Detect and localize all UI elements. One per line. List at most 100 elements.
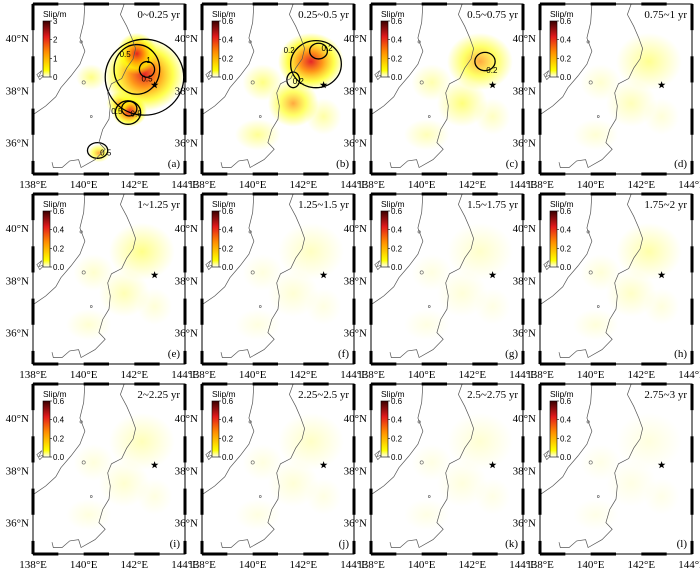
- frame-segment: [690, 488, 694, 515]
- epicenter-star-icon: [488, 461, 497, 469]
- slip-patch: [643, 288, 680, 325]
- frame-segment: [369, 540, 373, 554]
- frame-segment: [200, 298, 204, 325]
- frame-segment: [183, 246, 187, 273]
- y-tick-label: 36°N: [6, 138, 29, 150]
- east-coastline: [220, 194, 305, 359]
- x-tick-label: 138°E: [19, 369, 47, 381]
- slip-patch: [267, 79, 319, 127]
- colorbar-bar: [211, 20, 220, 78]
- frame-segment: [252, 362, 278, 366]
- epicenter-star-icon: [488, 271, 497, 279]
- slip-patch: [411, 444, 453, 481]
- slip-patch: [267, 269, 319, 317]
- contour-label: 0.2: [321, 44, 333, 53]
- sado-island-outline: [205, 450, 215, 461]
- colorbar-tick-label: 1: [53, 54, 58, 63]
- slip-patch: [242, 64, 284, 101]
- frame-segment: [369, 384, 373, 411]
- panel-title: 2.25~2.5 yr: [298, 389, 349, 401]
- frame-segment: [421, 552, 447, 556]
- frame-segment: [369, 4, 373, 31]
- colorbar-title: Slip/m: [212, 9, 236, 19]
- frame-segment: [200, 56, 204, 83]
- panel-title: 1.75~2 yr: [644, 199, 687, 211]
- slip-patch: [278, 412, 344, 471]
- colorbar-tick-label: 0.4: [222, 36, 234, 45]
- frame-segment: [690, 56, 694, 83]
- frame-band: [200, 2, 356, 176]
- x-tick-label: 138°E: [188, 179, 216, 191]
- colorbar-bar: [380, 210, 389, 268]
- slip-patch: [136, 478, 173, 515]
- slip-patch: [616, 412, 682, 471]
- lake-outline: [586, 420, 590, 424]
- colorbar-tick-label: 0.0: [53, 453, 65, 462]
- frame-band: [31, 2, 187, 176]
- slip-field: [403, 222, 513, 341]
- frame-segment: [33, 552, 59, 556]
- frame-segment: [371, 192, 397, 196]
- panel-letter: (a): [168, 158, 181, 170]
- frame-segment: [83, 382, 109, 386]
- contour-line: [309, 42, 329, 60]
- y-tick-label: 40°N: [6, 33, 29, 45]
- sado-island-outline: [374, 70, 384, 81]
- frame-segment: [690, 194, 694, 221]
- frame-segment: [352, 108, 356, 135]
- colorbar-tick-label: 2: [53, 36, 58, 45]
- west-coastline: [372, 194, 424, 305]
- frame-segment: [540, 192, 566, 196]
- lake-outline: [250, 80, 255, 85]
- colorbar-tick-label: 0.2: [560, 244, 572, 253]
- sado-island-outline: [205, 260, 215, 271]
- frame-segment: [352, 56, 356, 83]
- frame-segment: [31, 298, 35, 325]
- lake-outline: [586, 40, 590, 44]
- frame-segment: [202, 2, 228, 6]
- lake-outline: [596, 305, 600, 308]
- frame-segment: [690, 108, 694, 135]
- coastline: [372, 384, 474, 549]
- frame-segment: [134, 2, 160, 6]
- frame-segment: [134, 192, 160, 196]
- frame-segment: [472, 362, 498, 366]
- slip-patch: [436, 269, 488, 317]
- colorbar-bar: [42, 210, 51, 268]
- frame-segment: [134, 362, 160, 366]
- slip-patch: [65, 499, 112, 531]
- colorbar-tick-label: 0.2: [391, 54, 403, 63]
- frame-segment: [352, 194, 356, 221]
- frame-segment: [521, 160, 525, 174]
- colorbar-bar: [42, 400, 51, 458]
- colorbar-tick-label: 0.4: [560, 416, 572, 425]
- lake-outline: [89, 305, 93, 308]
- panel-title: 0.75~1 yr: [644, 9, 687, 21]
- colorbar-tick-label: 0.2: [222, 54, 234, 63]
- colorbar-tick-label: 0.2: [560, 434, 572, 443]
- x-tick-label: 140°E: [577, 179, 605, 191]
- frame-segment: [690, 246, 694, 273]
- y-tick-label: 40°N: [175, 223, 198, 235]
- frame-segment: [538, 246, 542, 273]
- east-coastline: [51, 384, 136, 549]
- east-coastline: [51, 4, 136, 169]
- frame-segment: [369, 56, 373, 83]
- lake-outline: [258, 495, 262, 498]
- colorbar-tick-label: 0.4: [391, 226, 403, 235]
- colorbar: Slip/m0.6 0.4 0.2 0.0: [549, 389, 574, 462]
- colorbar: Slip/m0.6 0.4 0.2 0.0: [380, 9, 405, 82]
- slip-field: [572, 412, 682, 531]
- y-tick-label: 40°N: [513, 223, 536, 235]
- lake-outline: [427, 115, 431, 118]
- panel-title: 0~0.25 yr: [137, 9, 180, 21]
- colorbar-tick-label: 0.6: [391, 207, 403, 216]
- x-tick-label: 142°E: [121, 179, 149, 191]
- colorbar-tick-label: 3: [53, 17, 58, 26]
- sado-island-outline: [36, 70, 46, 81]
- colorbar-bar: [42, 20, 51, 78]
- frame-segment: [540, 362, 566, 366]
- slip-patch: [65, 309, 112, 341]
- colorbar-title: Slip/m: [43, 9, 67, 19]
- frame-segment: [352, 298, 356, 325]
